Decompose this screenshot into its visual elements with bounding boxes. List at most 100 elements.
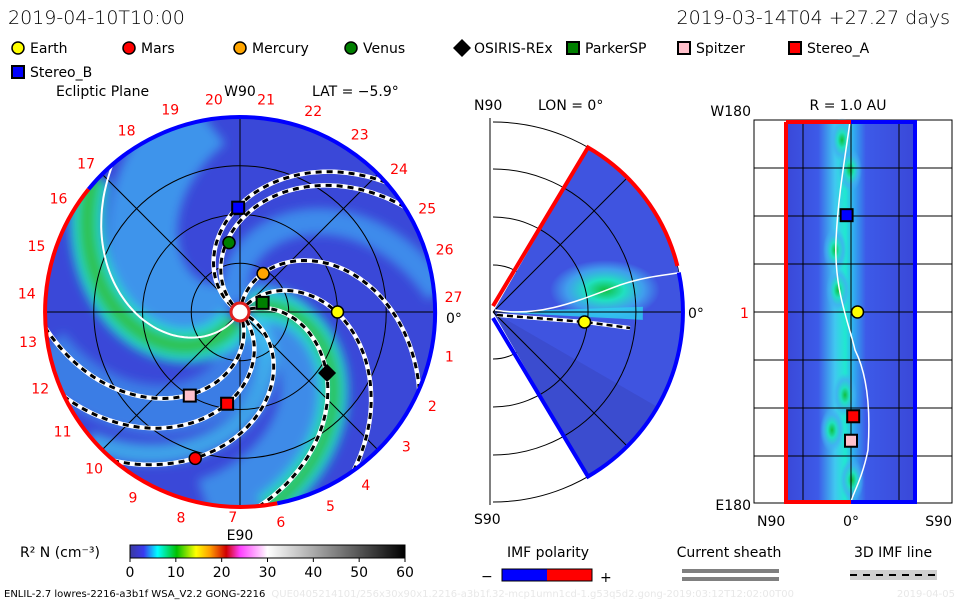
carrington-tick-label: 10	[85, 462, 103, 478]
current-sheath-title: Current sheath	[677, 545, 782, 561]
rim-polarity-negative	[491, 272, 685, 480]
ecliptic-marker-mars	[188, 451, 202, 466]
ecliptic-title: Ecliptic Plane	[56, 84, 149, 100]
legend-marker-mars	[122, 41, 136, 55]
x-label-s90: S90	[925, 514, 952, 530]
density-band	[222, 208, 435, 306]
ecliptic-marker-spitzer	[182, 388, 197, 403]
radial-panel: R = 1.0 AU W180 E180 1 N90 0° S90	[710, 98, 953, 530]
colorbar-label: R² N (cm⁻³)	[20, 545, 100, 561]
carrington-tick-label: 2	[428, 399, 437, 415]
rim-polarity-negative	[86, 114, 438, 506]
colorbar-tick-label: 60	[396, 565, 414, 581]
radius-title: R = 1.0 AU	[810, 98, 887, 114]
e90-label: E90	[227, 528, 254, 544]
x-label-n90: N90	[757, 514, 785, 530]
density-blob	[820, 408, 844, 452]
carrington-tick-label: 14	[18, 286, 36, 302]
legend-label-parkersp: ParkerSP	[585, 41, 646, 57]
carrington-tick-label: 12	[31, 382, 49, 398]
current-sheet-line	[100, 156, 235, 339]
radial-marker-earth	[850, 305, 865, 319]
legend-label-stereo_b: Stereo_B	[30, 65, 92, 81]
ecliptic-marker-mercury	[256, 266, 270, 281]
carrington-tick-label: 13	[19, 335, 37, 351]
current-sheath-line-2	[682, 577, 779, 581]
density-band	[247, 299, 341, 507]
radial-marker-spitzer	[844, 433, 858, 448]
footer-run-id: QUE0405214101/256x30x90x1.2216-a3b1f.32-…	[271, 589, 794, 600]
w180-label: W180	[710, 104, 751, 120]
ecliptic-marker-parkersp	[255, 295, 270, 310]
ecliptic-zero-label: 0°	[446, 311, 462, 327]
ecliptic-marker-stereo_b	[231, 200, 246, 215]
run-info: 2019-03-14T04 +27.27 days	[677, 7, 950, 29]
carrington-tick-label: 16	[50, 192, 68, 208]
radial-marker-stereo_a	[846, 409, 861, 424]
carrington-tick-label: 6	[276, 515, 285, 531]
n90-label: N90	[474, 98, 502, 114]
legend-label-osiris-rex: OSIRIS-REx	[474, 41, 553, 57]
carrington-tick-label: 5	[326, 499, 335, 515]
imf-line	[245, 289, 373, 479]
footer-date: 2019-04-05	[897, 589, 955, 600]
lon-label: LON = 0°	[538, 98, 603, 114]
legend-label-mercury: Mercury	[252, 41, 309, 57]
carrington-tick-label: 3	[402, 440, 411, 456]
colorbar-tick-label: 20	[213, 565, 231, 581]
ecliptic-marker-stereo_a	[220, 396, 235, 411]
footer-model: ENLIL-2.7 lowres-2216-a3b1f WSA_V2.2 GON…	[4, 589, 265, 600]
s90-label: S90	[474, 512, 501, 528]
legend-label-mars: Mars	[141, 41, 175, 57]
ecliptic-panel: Ecliptic Plane W90 LAT = −5.9° E90 0° 12…	[18, 84, 463, 544]
legend-marker-spitzer	[677, 41, 691, 55]
density-band	[78, 175, 243, 355]
imf-line	[240, 258, 422, 398]
rim-polarity-positive	[43, 188, 278, 509]
imf-line	[105, 315, 276, 467]
imf-line-title: 3D IMF line	[854, 545, 932, 561]
legend-marker-stereo_a	[788, 41, 802, 55]
radius-ring	[564, 187, 637, 437]
colorbar-tick-label: 0	[126, 565, 135, 581]
imf-line	[56, 319, 256, 430]
carrington-tick-label: 26	[436, 242, 454, 258]
carrington-tick-label: 11	[54, 425, 72, 441]
x-label-0: 0°	[843, 514, 859, 530]
e180-label: E180	[715, 498, 751, 514]
sun-inner-boundary	[229, 301, 251, 323]
carrington-tick-label: 27	[445, 290, 463, 306]
carrington-tick-label: 4	[361, 478, 370, 494]
w90-label: W90	[224, 84, 256, 100]
ecliptic-marker-venus	[222, 235, 236, 250]
model-datetime: 2019-04-10T10:00	[8, 7, 185, 29]
density-blob	[826, 268, 850, 312]
carrington-tick-label: 17	[77, 156, 95, 172]
density-band	[85, 310, 278, 464]
legend-label-spitzer: Spitzer	[696, 41, 745, 57]
legend-label-earth: Earth	[30, 41, 68, 57]
polarity-negative	[851, 120, 917, 504]
ecliptic-marker-earth	[330, 305, 345, 319]
imf-polarity-title: IMF polarity	[507, 545, 589, 561]
carrington-tick-label: 7	[228, 510, 237, 526]
legend-marker-stereo_b	[11, 65, 25, 79]
meridional-panel: N90 LON = 0° S90 0°	[474, 98, 704, 528]
ecliptic-marker-osiris-rex	[318, 363, 337, 382]
current-sheet-line	[835, 121, 870, 503]
rim-polarity-positive	[491, 144, 680, 308]
legend-marker-earth	[11, 41, 25, 55]
legend-marker-venus	[344, 41, 358, 55]
current-sheet-line	[494, 271, 684, 313]
polarity-positive-swatch	[547, 569, 592, 581]
colorbar-tick-label: 50	[350, 565, 368, 581]
carrington-tick-label: 19	[161, 103, 179, 119]
legend-marker-mercury	[233, 41, 247, 55]
carrington-tick-label: 22	[304, 104, 322, 120]
current-sheath-line-1	[682, 569, 779, 573]
carrington-tick-label: 18	[118, 124, 136, 140]
colorbar-tick-label: 10	[167, 565, 185, 581]
carrington-tick-label: 21	[257, 93, 275, 109]
carrington-tick-label: 1	[445, 350, 454, 366]
